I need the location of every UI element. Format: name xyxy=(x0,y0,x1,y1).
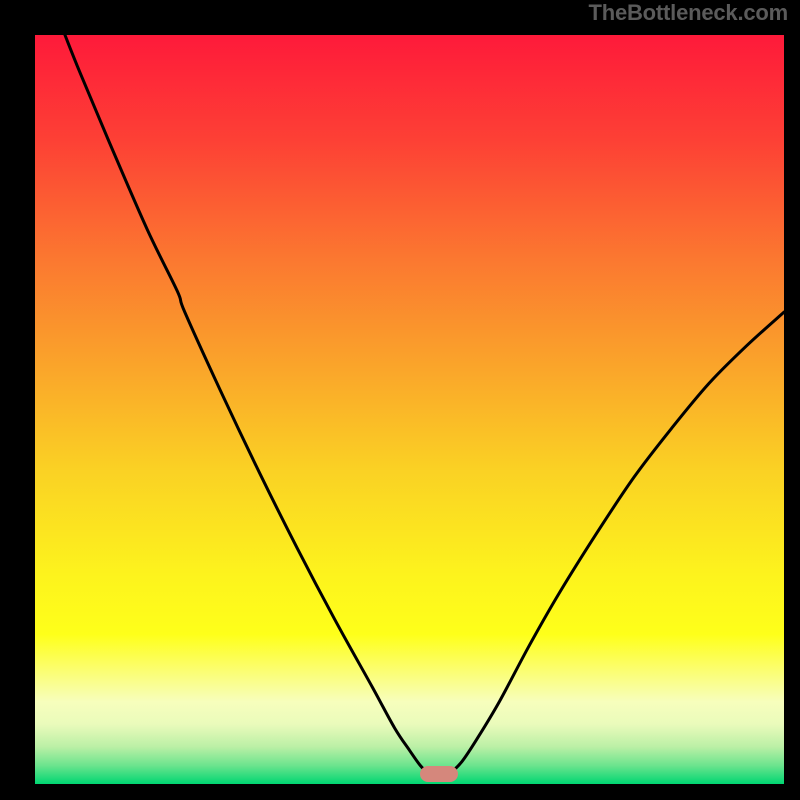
bottleneck-curve xyxy=(35,35,784,784)
chart-frame: TheBottleneck.com xyxy=(0,0,800,800)
plot-area xyxy=(35,35,784,784)
optimal-point-marker xyxy=(420,766,458,782)
watermark-label: TheBottleneck.com xyxy=(588,0,788,26)
